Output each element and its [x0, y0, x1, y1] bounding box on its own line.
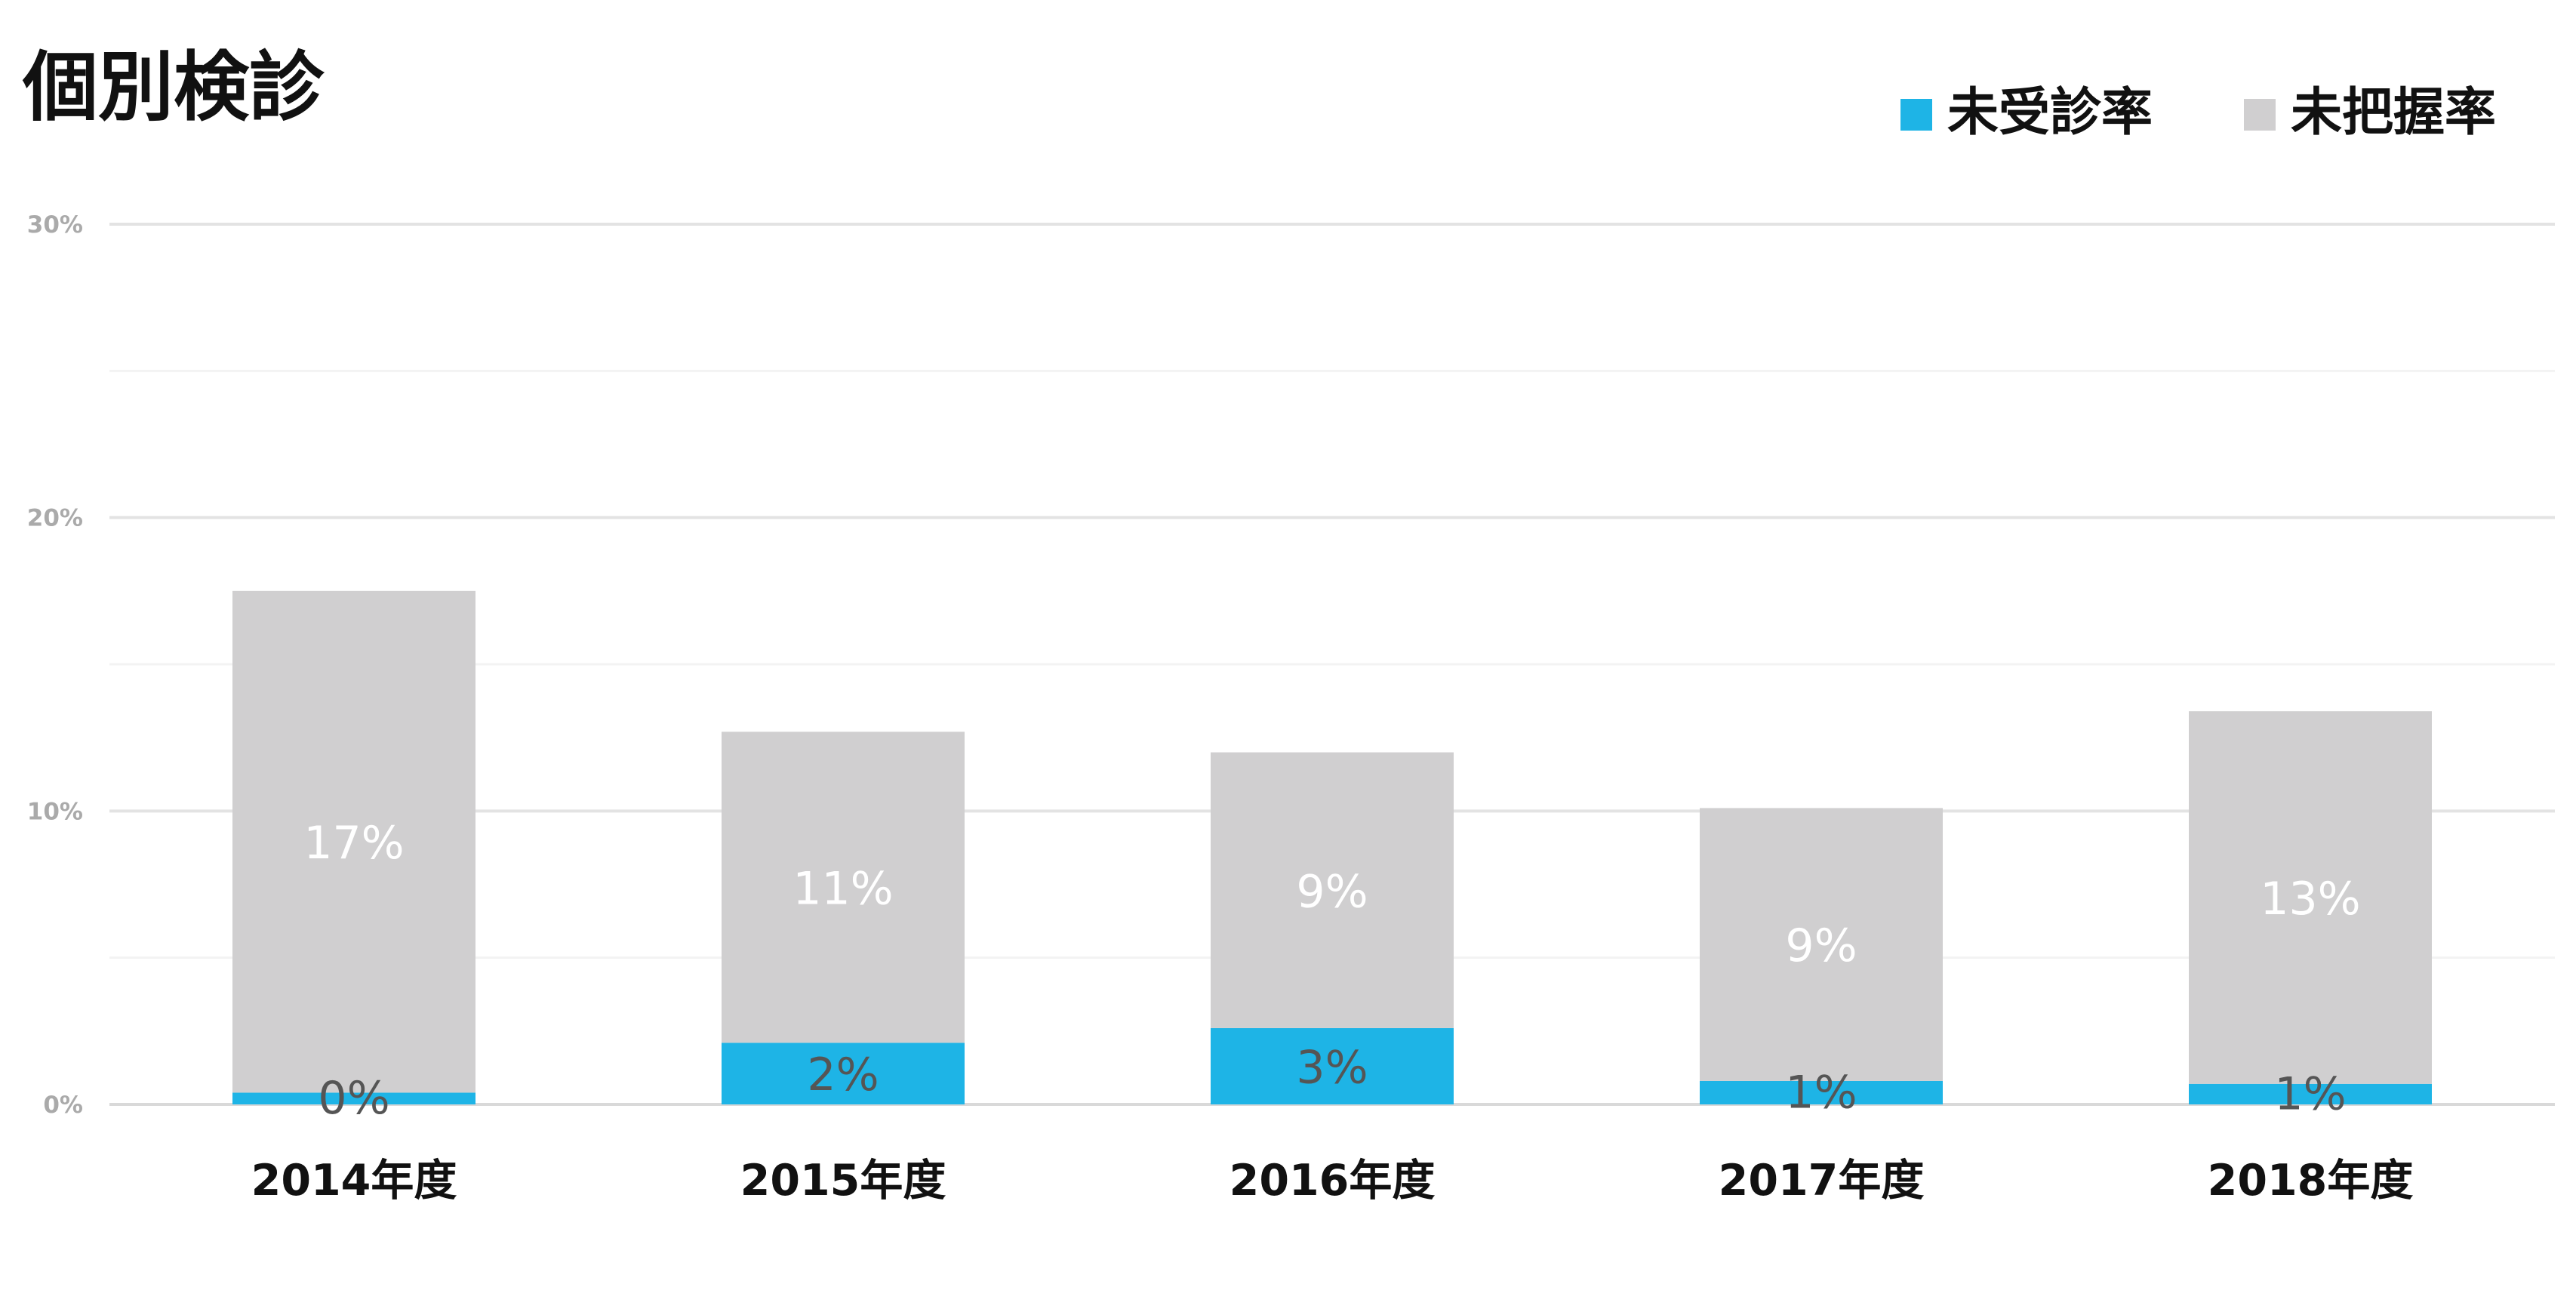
bar-segment-unknown — [722, 731, 965, 1043]
data-label-unexamined: 2% — [807, 1049, 879, 1101]
legend-label-unexamined: 未受診率 — [1947, 83, 2153, 143]
y-tick-label: 20% — [27, 505, 83, 532]
bar-segment-unexamined — [722, 1043, 965, 1104]
bar-segment-unexamined — [1700, 1080, 1943, 1104]
data-label-unknown: 9% — [1785, 919, 1857, 972]
bar-segment-unexamined — [1211, 1027, 1454, 1104]
legend-label-unknown: 未把握率 — [2291, 83, 2496, 143]
x-axis-ticks: 2014年度 2015年度 2016年度 2017年度 2018年度 — [251, 1156, 2414, 1206]
data-label-unexamined: 1% — [2274, 1067, 2346, 1120]
bar-segment-unknown — [2189, 711, 2432, 1084]
y-axis-ticks: 0% 10% 20% 30% — [27, 211, 83, 1119]
legend-swatch-unexamined — [1900, 99, 1932, 131]
bar-segment-unknown — [232, 590, 475, 1093]
bar-segment-unexamined — [2189, 1083, 2432, 1104]
bars — [232, 590, 2432, 1104]
y-tick-label: 30% — [27, 211, 83, 239]
bar-segment-unexamined — [232, 1092, 475, 1104]
x-tick-label: 2015年度 — [740, 1156, 946, 1206]
data-label-unexamined: 3% — [1296, 1041, 1368, 1094]
chart-title: 個別検診 — [22, 43, 325, 131]
x-tick-label: 2014年度 — [251, 1156, 457, 1206]
x-tick-label: 2017年度 — [1719, 1156, 1925, 1206]
data-label-unexamined: 1% — [1785, 1066, 1857, 1119]
data-label-unknown: 13% — [2260, 873, 2360, 925]
y-tick-label: 10% — [27, 798, 83, 825]
legend-swatch-unknown — [2244, 99, 2276, 131]
data-labels: 0% 17% 2% 11% 3% 9% 1% 9% 1% 13% — [303, 817, 2360, 1125]
data-label-unknown: 11% — [792, 862, 893, 915]
data-label-unknown: 9% — [1296, 865, 1368, 918]
legend: 未受診率 未把握率 — [1900, 83, 2496, 143]
bar-segment-unknown — [1700, 808, 1943, 1081]
x-tick-label: 2018年度 — [2208, 1156, 2414, 1206]
data-label-unknown: 17% — [303, 817, 404, 870]
data-label-unexamined: 0% — [318, 1072, 389, 1125]
x-tick-label: 2016年度 — [1230, 1156, 1436, 1206]
bar-segment-unknown — [1211, 752, 1454, 1028]
y-tick-label: 0% — [43, 1092, 83, 1119]
